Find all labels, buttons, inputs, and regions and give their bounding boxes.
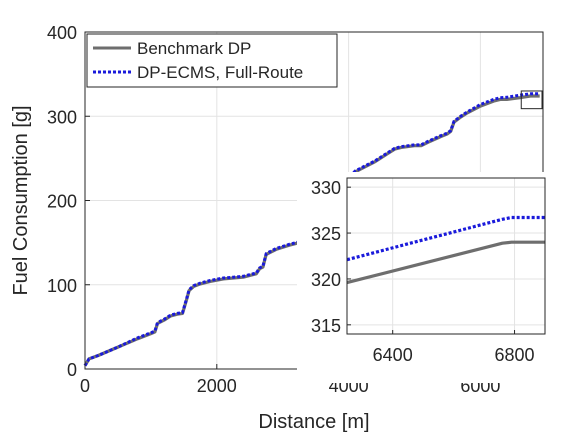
y-axis-label: Fuel Consumption [g] bbox=[10, 105, 32, 295]
legend-label-benchmark-dp: Benchmark DP bbox=[137, 39, 251, 58]
y-tick-label: 400 bbox=[47, 23, 77, 43]
inset-axes-frame bbox=[346, 177, 546, 335]
legend-box bbox=[86, 33, 338, 88]
inset-y-tick-label: 325 bbox=[311, 224, 341, 244]
inset-x-tick-label: 6800 bbox=[495, 345, 535, 365]
y-tick-label: 300 bbox=[47, 107, 77, 127]
inset-series-line-benchmark-dp bbox=[346, 240, 545, 285]
zoom-region-box bbox=[520, 90, 543, 110]
x-tick-label: 2000 bbox=[197, 376, 237, 396]
y-tick-label: 200 bbox=[47, 192, 77, 212]
y-tick-label: 100 bbox=[47, 276, 77, 296]
inset-y-tick-label: 315 bbox=[311, 316, 341, 336]
legend-label-dp-ecms: DP-ECMS, Full-Route bbox=[137, 63, 303, 82]
inset-x-tick-label: 6400 bbox=[373, 345, 413, 365]
x-axis-label: Distance [m] bbox=[258, 411, 369, 433]
inset-y-tick-label: 330 bbox=[311, 178, 341, 198]
inset-series-line-dp-ecms bbox=[346, 215, 545, 262]
y-tick-label: 0 bbox=[67, 360, 77, 380]
inset-y-tick-label: 320 bbox=[311, 270, 341, 290]
x-tick-label: 0 bbox=[80, 376, 90, 396]
